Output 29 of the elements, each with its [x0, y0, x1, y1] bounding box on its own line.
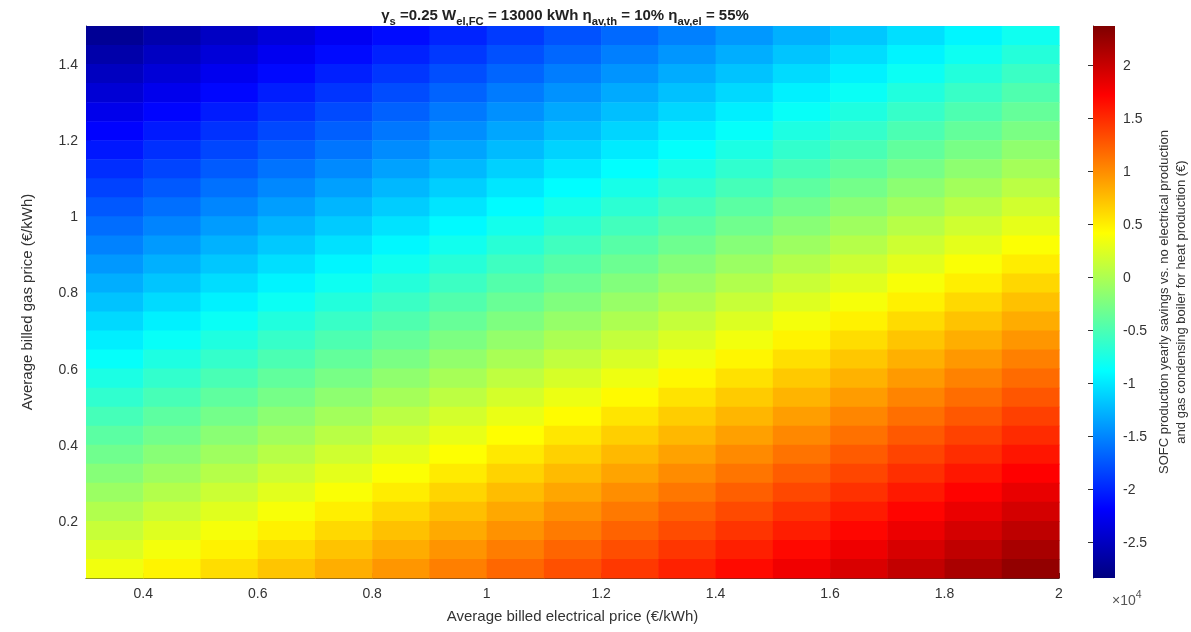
color-bar-label: -0.5 — [1123, 322, 1148, 339]
x-axis-title: Average billed electrical price (€/kWh) — [446, 607, 699, 624]
y-tick-label: 0.4 — [58, 436, 79, 453]
y-tick-label: 0.8 — [58, 284, 79, 301]
y-tick-label: 0.2 — [58, 512, 79, 529]
y-tick-label: 1.4 — [58, 56, 79, 73]
y-tick-label: 1.2 — [58, 132, 79, 149]
x-tick-label: 1 — [482, 585, 491, 601]
x-tick-label: 0.4 — [133, 585, 154, 601]
x-tick-label: 0.6 — [247, 585, 268, 601]
color-bar-label: -2.5 — [1123, 533, 1148, 550]
color-bar-label: -2 — [1123, 481, 1136, 497]
y-tick-label: 0.6 — [58, 360, 79, 377]
color-bar-label: -1 — [1123, 375, 1136, 392]
y-axis-title: Average billed gas price (€/kWh) — [18, 193, 35, 411]
color-bar-label: 1 — [1123, 163, 1131, 180]
color-bar-label: 2 — [1123, 57, 1131, 74]
x-tick-label: 0.8 — [362, 585, 383, 601]
color-bar-label: 0 — [1123, 269, 1131, 286]
x-tick-label: 1.6 — [820, 585, 840, 601]
color-bar-label: 1.5 — [1123, 110, 1143, 127]
x-tick-label: 2 — [1055, 585, 1064, 601]
color-bar-label: -1.5 — [1123, 428, 1148, 445]
color-bar-title: SOFC production yearly savings vs. no electrical production and gas condensing boiler for heat production (€) — [1156, 130, 1188, 474]
x-tick-label: 1.8 — [934, 585, 955, 601]
x-tick-label: 1.2 — [591, 585, 612, 601]
color-bar-label: 0.5 — [1123, 216, 1143, 233]
x-tick-label: 1.4 — [705, 585, 726, 601]
y-tick-label: 1 — [70, 208, 79, 225]
